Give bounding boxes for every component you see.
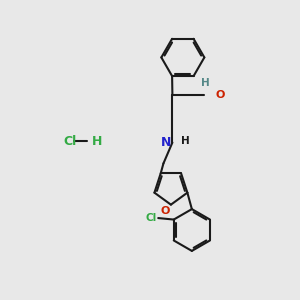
Text: H: H <box>92 134 102 148</box>
Text: N: N <box>160 136 171 149</box>
Text: O: O <box>216 90 225 100</box>
Text: Cl: Cl <box>145 213 156 223</box>
Text: O: O <box>160 206 169 216</box>
Text: H: H <box>181 136 190 146</box>
Text: Cl: Cl <box>63 134 77 148</box>
Text: H: H <box>201 78 210 88</box>
